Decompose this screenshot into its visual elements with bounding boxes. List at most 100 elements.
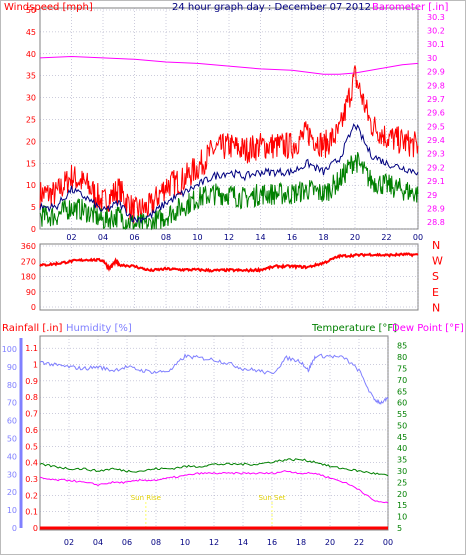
barometer-tick-label: 29.5: [427, 122, 445, 131]
direction-tick-label: 180: [21, 273, 36, 282]
barometer-tick-label: 28.8: [427, 218, 445, 227]
temperature-tick-label: 5: [397, 524, 402, 533]
humidity-tick-label: 10: [7, 506, 17, 515]
humidity-tick-label: 80: [7, 381, 17, 390]
rainfall-tick-label: 1.1: [25, 344, 38, 353]
windspeed-tick-label: 30: [26, 94, 36, 103]
wind-x-tick-label: 22: [381, 233, 391, 242]
climate-x-tick-label: 12: [209, 538, 219, 547]
rainfall-axis-label: Rainfall [.in]: [2, 323, 63, 334]
wind-x-tick-label: 14: [255, 233, 265, 242]
barometer-tick-label: 30.2: [427, 27, 445, 36]
rainfall-tick-label: 0.9: [25, 377, 38, 386]
windspeed-tick-label: 0: [31, 225, 36, 234]
barometer-tick-label: 29.7: [427, 95, 445, 104]
windspeed-tick-label: 45: [26, 28, 36, 37]
barometer-tick-label: 29.2: [427, 163, 445, 172]
temperature-line: [39, 458, 389, 477]
rainfall-tick-label: 1: [33, 361, 38, 370]
wind-x-tick-label: 10: [192, 233, 202, 242]
windspeed-line: [39, 65, 419, 224]
barometer-tick-label: 29.8: [427, 81, 445, 90]
humidity-tick-label: 0: [12, 524, 17, 533]
barometer-tick-label: 29.1: [427, 177, 445, 186]
rainfall-tick-label: 0.3: [25, 475, 38, 484]
windspeed-axis-label: Windspeed [mph]: [4, 2, 93, 13]
climate-x-tick-label: 04: [93, 538, 103, 547]
direction-tick-label: 0: [31, 303, 36, 312]
tick-label-layer: 0510152025303540455028.828.92929.129.229…: [2, 6, 445, 547]
direction-letter: W: [432, 255, 443, 268]
humidity-tick-label: 60: [7, 417, 17, 426]
climate-x-tick-label: 14: [238, 538, 248, 547]
wind-direction-line: [39, 252, 419, 273]
wind-average-line: [39, 123, 419, 225]
temperature-tick-label: 55: [397, 410, 407, 419]
barometer-tick-label: 29.9: [427, 68, 445, 77]
temperature-tick-label: 65: [397, 387, 407, 396]
humidity-tick-label: 70: [7, 399, 17, 408]
temperature-tick-label: 70: [397, 376, 407, 385]
barometer-tick-label: 30.1: [427, 40, 445, 49]
barometer-tick-label: 29.4: [427, 136, 445, 145]
wind-x-tick-label: 00: [413, 233, 423, 242]
wind-minimum-line: [39, 151, 419, 231]
barometer-line: [39, 55, 419, 75]
windspeed-tick-label: 50: [26, 6, 36, 15]
rainfall-tick-label: 0.8: [25, 393, 38, 402]
humidity-tick-label: 90: [7, 363, 17, 372]
barometer-tick-label: 29.3: [427, 150, 445, 159]
direction-tick-label: 360: [21, 242, 36, 251]
humidity-axis-label: Humidity [%]: [66, 323, 132, 334]
temperature-tick-label: 30: [397, 467, 407, 476]
temperature-tick-label: 80: [397, 353, 407, 362]
direction-letter: N: [432, 301, 440, 314]
rainfall-tick-label: 0.7: [25, 410, 38, 419]
windspeed-tick-label: 40: [26, 50, 36, 59]
wind-chart-title: 24 hour graph day : December 07 2012: [172, 2, 371, 13]
rainfall-tick-label: 0.6: [25, 426, 38, 435]
temperature-tick-label: 20: [397, 490, 407, 499]
windspeed-tick-label: 35: [26, 72, 36, 81]
climate-x-tick-label: 10: [180, 538, 190, 547]
rainfall-tick-label: 0.4: [25, 459, 38, 468]
windspeed-tick-label: 20: [26, 137, 36, 146]
humidity-tick-label: 30: [7, 470, 17, 479]
barometer-tick-label: 30: [427, 54, 437, 63]
wind-x-tick-label: 06: [129, 233, 139, 242]
rainfall-tick-label: 0.2: [25, 491, 38, 500]
rainfall-tick-label: 0.1: [25, 508, 38, 517]
humidity-tick-label: 100: [2, 345, 17, 354]
barometer-tick-label: 29.6: [427, 109, 445, 118]
climate-x-tick-label: 16: [267, 538, 277, 547]
wind-x-tick-label: 20: [350, 233, 360, 242]
windspeed-tick-label: 15: [26, 159, 36, 168]
wind-x-tick-label: 04: [98, 233, 108, 242]
direction-tick-label: 90: [26, 288, 36, 297]
dewpoint-line: [39, 470, 389, 504]
rainfall-tick-label: 0.5: [25, 442, 38, 451]
humidity-tick-label: 20: [7, 488, 17, 497]
windspeed-tick-label: 25: [26, 116, 36, 125]
temperature-tick-label: 75: [397, 364, 407, 373]
climate-x-tick-label: 06: [122, 538, 132, 547]
sunset-label: Sun Set: [258, 494, 285, 502]
wind-x-tick-label: 18: [318, 233, 328, 242]
climate-x-tick-label: 00: [383, 538, 393, 547]
humidity-tick-label: 50: [7, 434, 17, 443]
climate-x-tick-label: 22: [354, 538, 364, 547]
sunrise-label: Sun Rise: [131, 494, 161, 502]
humidity-line: [39, 353, 389, 405]
wind-x-tick-label: 16: [287, 233, 297, 242]
temperature-tick-label: 35: [397, 456, 407, 465]
temperature-tick-label: 60: [397, 399, 407, 408]
barometer-axis-label: Barometer [.in]: [372, 2, 448, 13]
climate-x-tick-label: 02: [64, 538, 74, 547]
direction-letter: N: [432, 239, 440, 252]
dewpoint-axis-label: Dew Point [°F]: [392, 323, 464, 334]
wind-x-tick-label: 12: [224, 233, 234, 242]
temperature-tick-label: 15: [397, 501, 407, 510]
wind-x-tick-label: 08: [161, 233, 171, 242]
temperature-tick-label: 45: [397, 433, 407, 442]
